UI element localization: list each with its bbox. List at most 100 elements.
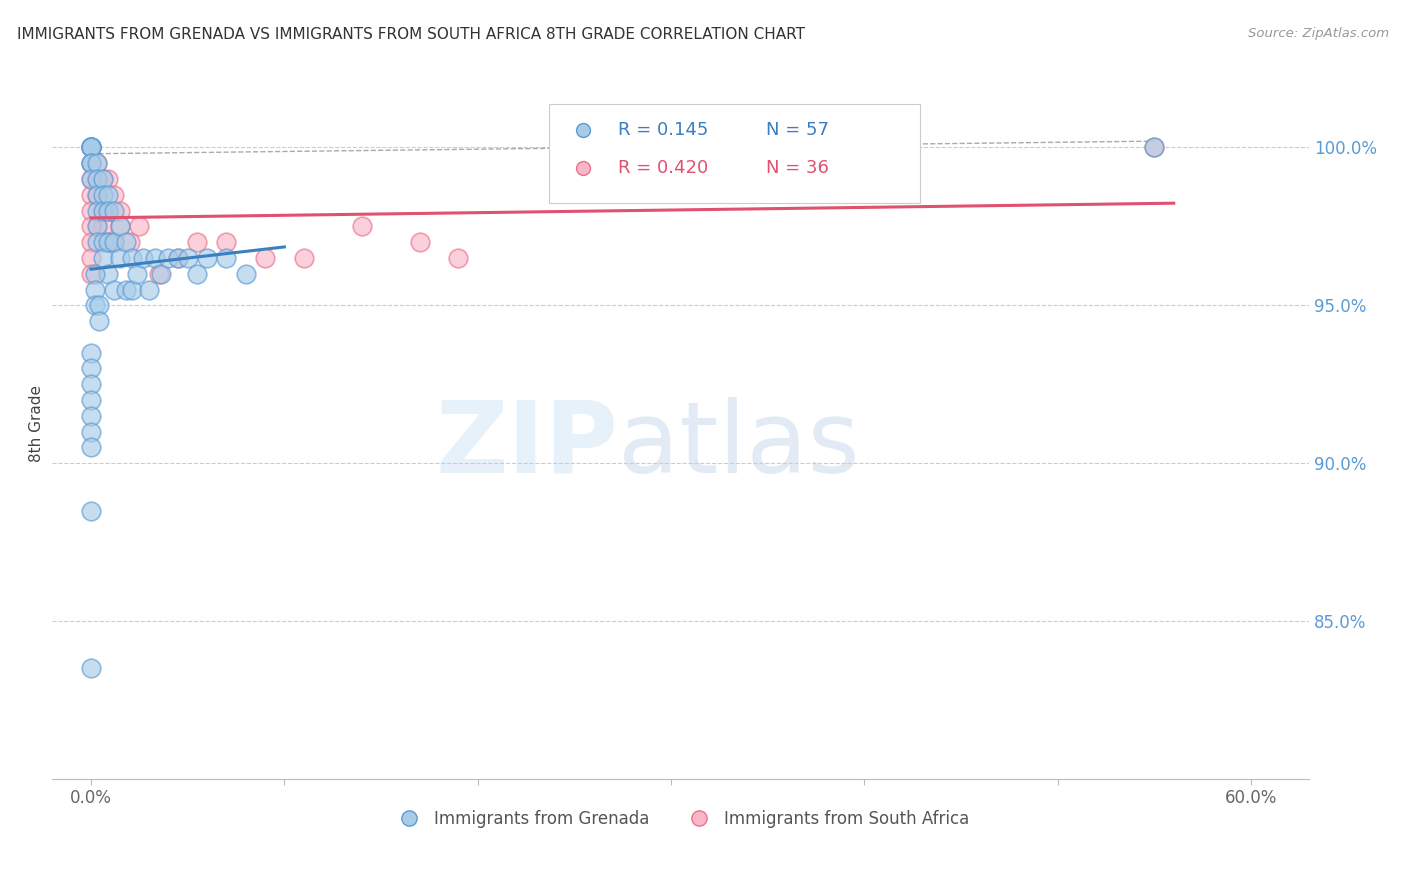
Point (86, 156, 108, 170)
Point (91, 219, 114, 234)
Point (87, 314, 110, 328)
Point (103, 235, 125, 249)
FancyBboxPatch shape (548, 104, 920, 203)
Y-axis label: 8th Grade: 8th Grade (30, 385, 44, 462)
Point (157, 251, 180, 265)
Point (80, 172, 103, 186)
Point (80, 140, 103, 154)
Point (80, 377, 103, 392)
Point (103, 235, 125, 249)
Point (148, 267, 170, 281)
Point (86, 187, 108, 202)
Point (80, 392, 103, 407)
Point (97, 172, 120, 186)
Point (80, 235, 103, 249)
Point (186, 267, 208, 281)
Point (86, 219, 108, 234)
Point (80, 409, 103, 423)
Point (80, 140, 103, 154)
Point (1143, 140, 1166, 154)
Point (103, 187, 125, 202)
Point (91, 172, 114, 186)
Point (108, 219, 131, 234)
Point (80, 219, 103, 234)
Point (86, 156, 108, 170)
Point (97, 203, 120, 218)
Point (138, 283, 160, 297)
Point (121, 283, 143, 297)
Point (108, 203, 131, 218)
Point (350, 219, 373, 234)
Point (409, 235, 432, 249)
Point (103, 283, 125, 297)
Point (292, 251, 315, 265)
Point (80, 251, 103, 265)
Text: IMMIGRANTS FROM GRENADA VS IMMIGRANTS FROM SOUTH AFRICA 8TH GRADE CORRELATION CH: IMMIGRANTS FROM GRENADA VS IMMIGRANTS FR… (17, 27, 804, 42)
Point (143, 251, 166, 265)
Point (103, 203, 125, 218)
Point (87, 298, 110, 312)
Point (97, 267, 120, 281)
Point (127, 267, 149, 281)
Point (84, 298, 107, 312)
Point (91, 251, 114, 265)
Point (115, 235, 138, 249)
Point (91, 203, 114, 218)
Point (80, 361, 103, 376)
Legend: Immigrants from Grenada, Immigrants from South Africa: Immigrants from Grenada, Immigrants from… (385, 803, 976, 835)
Text: N = 36: N = 36 (766, 159, 830, 177)
Point (97, 235, 120, 249)
Point (80, 140, 103, 154)
Point (80, 140, 103, 154)
Point (80, 441, 103, 455)
Text: R = 0.145: R = 0.145 (617, 121, 709, 139)
Point (80, 187, 103, 202)
Point (80, 140, 103, 154)
Point (235, 267, 257, 281)
Point (1143, 140, 1166, 154)
Point (167, 251, 190, 265)
Text: N = 57: N = 57 (766, 121, 830, 139)
Point (91, 187, 114, 202)
Point (80, 503, 103, 517)
Point (86, 235, 108, 249)
Point (84, 267, 107, 281)
Point (80, 156, 103, 170)
Point (215, 251, 238, 265)
Point (97, 187, 120, 202)
Point (86, 172, 108, 186)
Point (186, 235, 208, 249)
Point (80, 156, 103, 170)
Point (132, 251, 155, 265)
Point (80, 140, 103, 154)
Point (84, 283, 107, 297)
Point (108, 219, 131, 234)
Point (108, 251, 131, 265)
Point (86, 172, 108, 186)
Point (91, 172, 114, 186)
Point (80, 172, 103, 186)
Point (86, 187, 108, 202)
Point (80, 661, 103, 675)
Point (80, 203, 103, 218)
Point (80, 156, 103, 170)
Point (97, 203, 120, 218)
Point (80, 267, 103, 281)
Point (215, 235, 238, 249)
Point (97, 235, 120, 249)
Point (80, 425, 103, 439)
Point (86, 203, 108, 218)
Text: ZIP: ZIP (434, 397, 617, 493)
Point (91, 203, 114, 218)
Point (91, 235, 114, 249)
Point (115, 283, 138, 297)
Point (254, 251, 277, 265)
Point (118, 235, 141, 249)
Point (195, 251, 218, 265)
Point (167, 251, 190, 265)
Point (177, 251, 200, 265)
Point (128, 219, 150, 234)
Point (80, 140, 103, 154)
Text: R = 0.420: R = 0.420 (617, 159, 709, 177)
Text: atlas: atlas (617, 397, 859, 493)
